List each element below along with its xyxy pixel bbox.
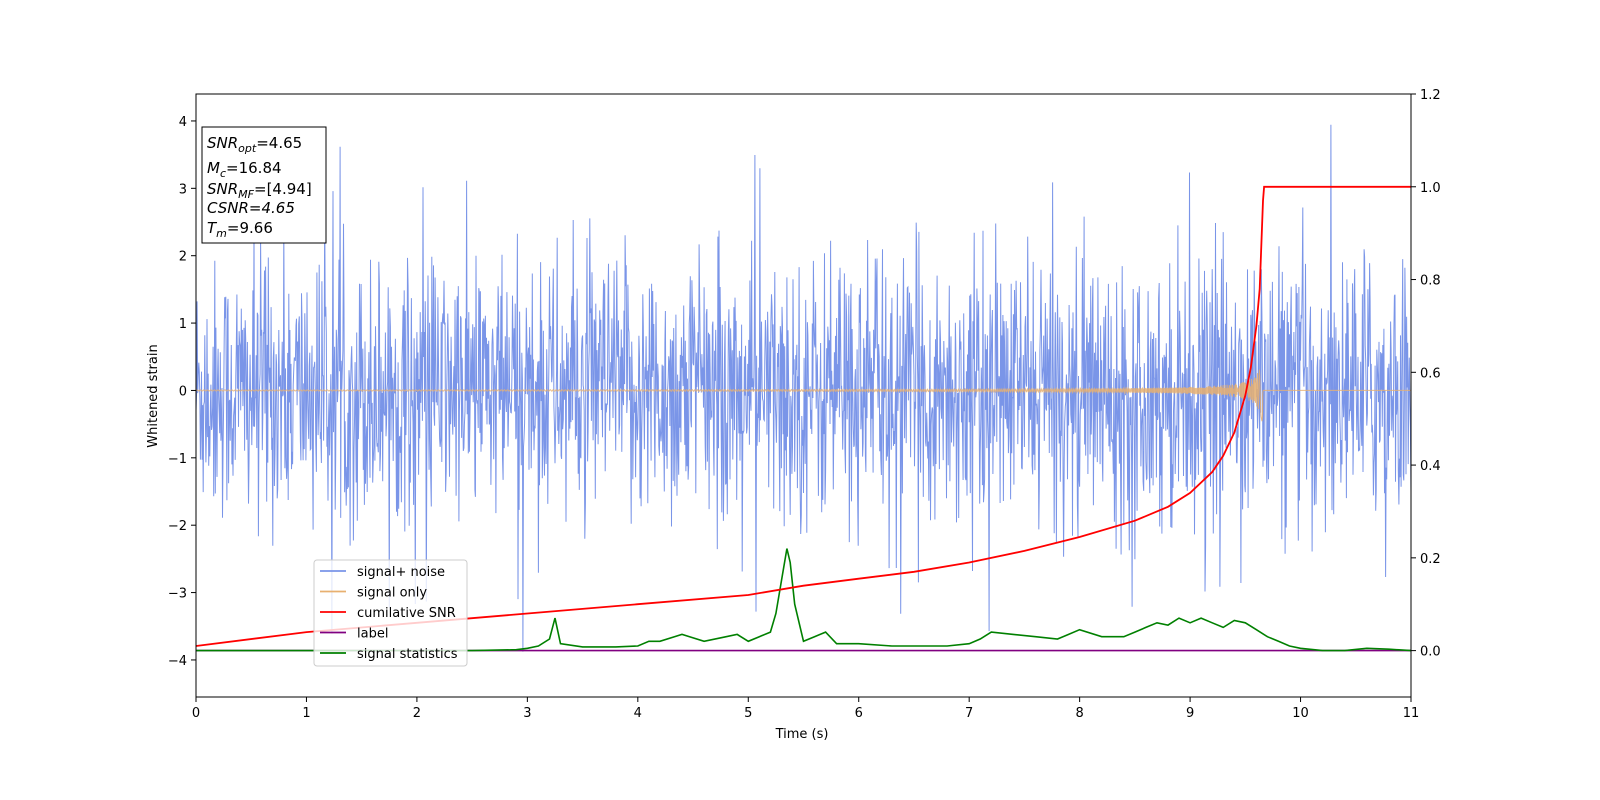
info-box: SNRopt=4.65 Mc=16.84 SNRMF=[4.94] CSNR=4… bbox=[201, 126, 327, 244]
x-tick-label: 6 bbox=[855, 706, 863, 721]
info-snr-mf: SNRMF=[4.94] bbox=[207, 180, 312, 201]
y-tick-label: 4 bbox=[179, 115, 187, 130]
x-tick-label: 11 bbox=[1403, 706, 1420, 721]
y-tick-label: 1 bbox=[179, 317, 187, 332]
y-tick-label: 0 bbox=[179, 384, 187, 399]
y2-tick-label: 0.2 bbox=[1420, 552, 1441, 567]
x-tick-label: 5 bbox=[744, 706, 752, 721]
legend-label: signal statistics bbox=[357, 647, 458, 662]
x-tick-label: 7 bbox=[965, 706, 973, 721]
x-tick-label: 2 bbox=[413, 706, 421, 721]
info-csnr: CSNR=4.65 bbox=[207, 199, 295, 217]
x-tick-label: 0 bbox=[192, 706, 200, 721]
x-tick-label: 8 bbox=[1075, 706, 1083, 721]
plot-frame bbox=[195, 93, 1412, 698]
y2-tick-label: 1.0 bbox=[1420, 181, 1441, 196]
x-tick-label: 10 bbox=[1292, 706, 1309, 721]
legend: signal+ noise signal only cumilative SNR la… bbox=[313, 559, 468, 667]
legend-label: label bbox=[357, 627, 388, 642]
series-signal-only bbox=[196, 369, 1411, 422]
y-tick-label: −2 bbox=[168, 519, 187, 534]
info-tm: Tm=9.66 bbox=[207, 219, 273, 240]
x-axis-label: Time (s) bbox=[775, 727, 829, 742]
x-tick-label: 9 bbox=[1186, 706, 1194, 721]
y-tick-label: 2 bbox=[179, 250, 187, 265]
series-signal-statistics bbox=[196, 548, 1411, 652]
x-tick-label: 3 bbox=[523, 706, 531, 721]
y-axis-label: Whitened strain bbox=[146, 344, 161, 447]
x-tick-label: 4 bbox=[634, 706, 642, 721]
y-tick-label: −1 bbox=[168, 452, 187, 467]
info-mc: Mc=16.84 bbox=[207, 159, 282, 180]
y-tick-label: 3 bbox=[179, 182, 187, 197]
legend-label: signal only bbox=[357, 586, 427, 601]
y2-tick-label: 1.2 bbox=[1420, 88, 1441, 103]
series-cumulative-snr bbox=[196, 185, 1411, 647]
y2-tick-label: 0.0 bbox=[1420, 645, 1441, 660]
y-axis-ticks: 4 3 2 1 0 −1 −2 −3 −4 bbox=[168, 115, 196, 669]
y2-tick-label: 0.8 bbox=[1420, 274, 1441, 289]
info-snr-opt: SNRopt=4.65 bbox=[207, 134, 302, 155]
legend-label: signal+ noise bbox=[357, 565, 445, 580]
y2-tick-label: 0.4 bbox=[1420, 459, 1441, 474]
x-axis-ticks: 0 1 2 3 4 5 6 7 8 9 10 11 bbox=[192, 697, 1419, 721]
y-tick-label: −3 bbox=[168, 587, 187, 602]
y2-axis-ticks: 1.2 1.0 0.8 0.6 0.4 0.2 0.0 bbox=[1411, 88, 1441, 660]
info-box-frame bbox=[201, 126, 327, 244]
legend-label: cumilative SNR bbox=[357, 606, 456, 621]
y2-tick-label: 0.6 bbox=[1420, 366, 1441, 381]
legend-frame bbox=[313, 559, 468, 667]
y-tick-label: −4 bbox=[168, 654, 187, 669]
x-tick-label: 1 bbox=[302, 706, 310, 721]
